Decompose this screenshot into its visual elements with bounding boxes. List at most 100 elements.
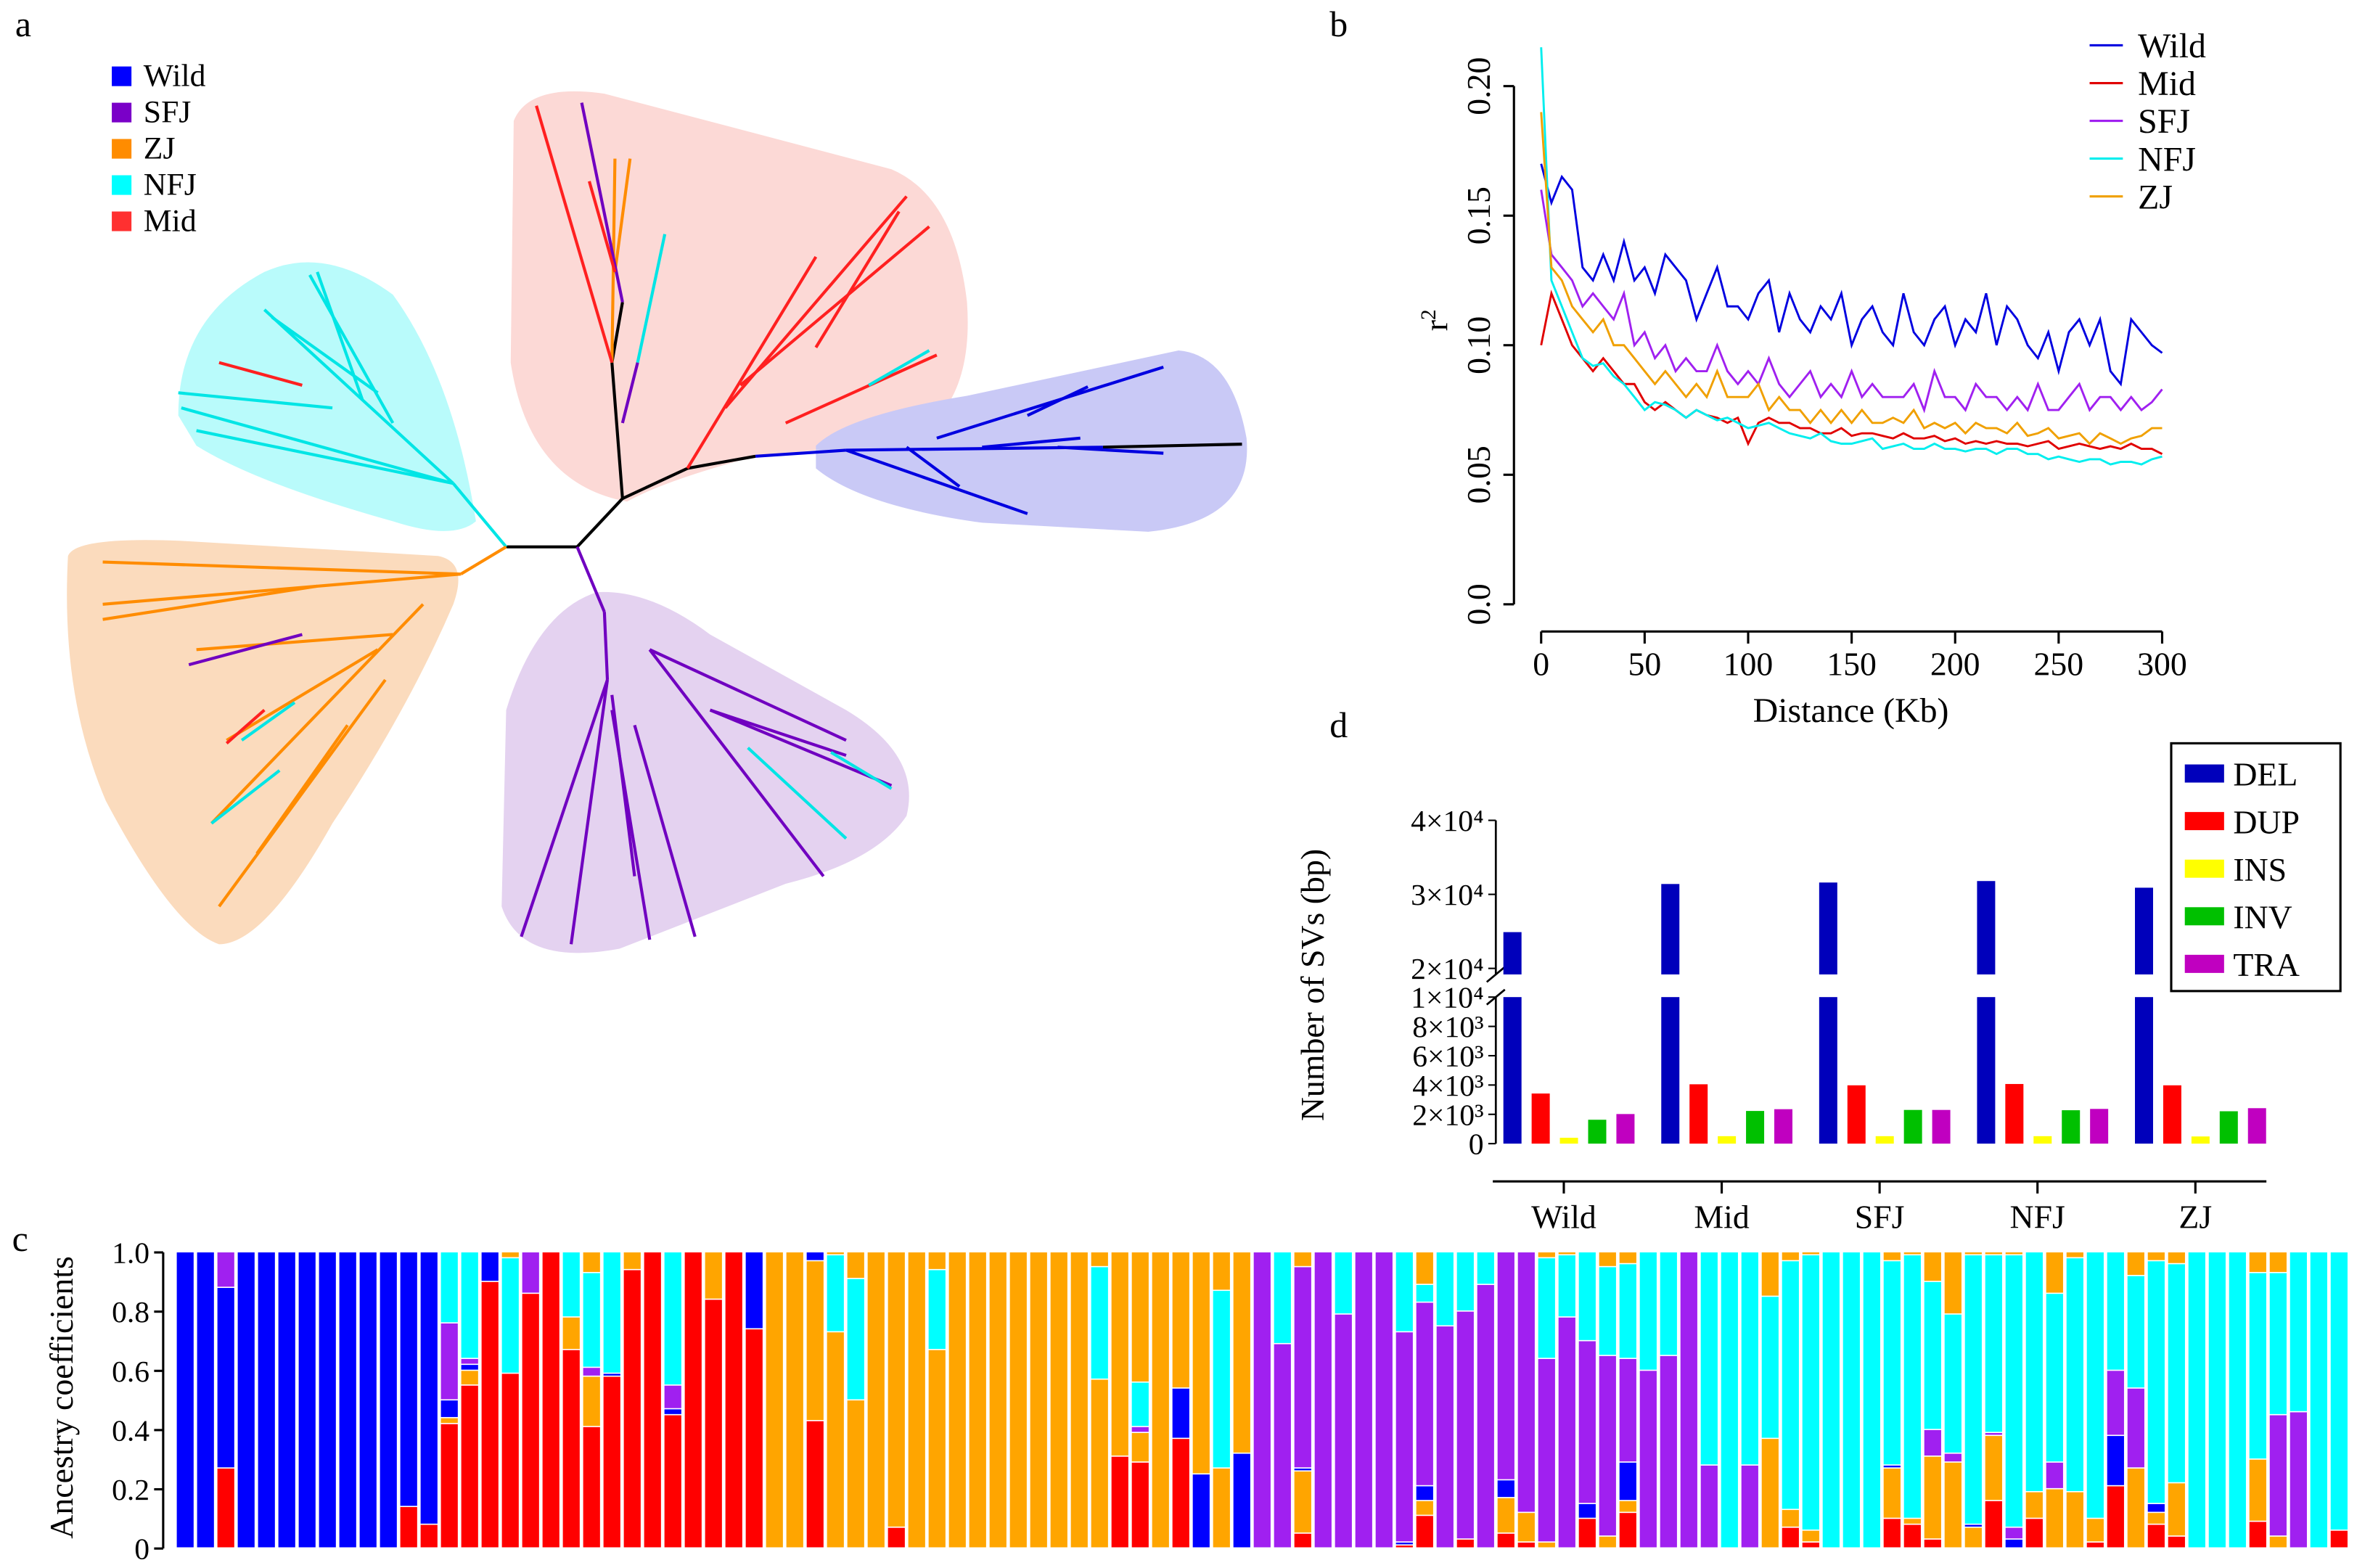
y-tick-label: 0.05 xyxy=(1460,446,1497,504)
ancestry-bar xyxy=(908,1252,925,1548)
ancestry-segment xyxy=(786,1252,803,1548)
tree-branch xyxy=(196,429,454,485)
ancestry-bar xyxy=(1456,1252,1474,1548)
ancestry-segment xyxy=(1964,1524,1982,1527)
bar-dup-mid xyxy=(1689,1084,1708,1144)
ancestry-segment xyxy=(2269,1273,2287,1414)
ancestry-bar xyxy=(583,1252,600,1548)
ancestry-segment xyxy=(176,1252,194,1548)
y-tick-label: 8×10³ xyxy=(1412,1011,1483,1044)
bar-inv-zj xyxy=(2219,1111,2238,1144)
ancestry-segment xyxy=(461,1385,478,1548)
y-axis-label: Number of SVs (bp) xyxy=(1294,849,1331,1121)
ancestry-segment xyxy=(501,1252,519,1257)
ancestry-segment xyxy=(1924,1539,1941,1548)
bar-del-sfj-upper xyxy=(1819,882,1837,974)
tree-branch xyxy=(210,769,281,825)
ancestry-bar xyxy=(461,1252,478,1548)
tree-branch xyxy=(459,545,507,575)
ancestry-segment xyxy=(1558,1255,1575,1317)
ancestry-segment xyxy=(2086,1542,2104,1548)
tree-branch xyxy=(755,448,847,458)
tree-branch xyxy=(210,603,425,825)
ancestry-segment xyxy=(1741,1252,1758,1465)
ancestry-bar xyxy=(2127,1252,2144,1548)
tree-branch xyxy=(602,612,610,681)
ancestry-bar xyxy=(481,1252,499,1548)
ancestry-segment xyxy=(1863,1252,1880,1548)
y-tick-label: 0.8 xyxy=(112,1296,149,1329)
ancestry-segment xyxy=(1416,1252,1433,1284)
ancestry-segment xyxy=(847,1278,864,1400)
ancestry-segment xyxy=(1700,1465,1718,1548)
ancestry-segment xyxy=(2147,1252,2165,1260)
ancestry-segment xyxy=(2249,1252,2266,1272)
y-tick-label: 1.0 xyxy=(112,1237,149,1271)
ancestry-segment xyxy=(1416,1501,1433,1515)
ancestry-segment xyxy=(1599,1355,1616,1536)
ancestry-segment xyxy=(380,1252,397,1548)
ancestry-bar xyxy=(928,1252,946,1548)
bar-dup-sfj xyxy=(1847,1085,1866,1144)
tree-branch xyxy=(271,316,379,395)
ancestry-bar xyxy=(1964,1252,1982,1548)
ancestry-segment xyxy=(1619,1264,1636,1358)
ancestry-segment xyxy=(1456,1539,1474,1548)
legend-swatch xyxy=(2184,859,2224,878)
ancestry-segment xyxy=(1903,1524,1921,1548)
ancestry-segment xyxy=(359,1252,377,1548)
y-tick-label: 1×10⁴ xyxy=(1411,982,1483,1015)
ancestry-segment xyxy=(1660,1252,1677,1355)
ancestry-bar xyxy=(2025,1252,2043,1548)
ancestry-segment xyxy=(664,1409,681,1414)
tree-branch xyxy=(830,751,893,790)
ancestry-segment xyxy=(1944,1462,1962,1548)
ancestry-segment xyxy=(1903,1255,1921,1518)
bar-del-zj-upper xyxy=(2135,887,2153,974)
ancestry-segment xyxy=(1538,1252,1555,1257)
ancestry-segment xyxy=(1131,1462,1149,1548)
tree-branch xyxy=(739,225,930,387)
ancestry-segment xyxy=(2290,1412,2307,1548)
ancestry-bar xyxy=(1741,1252,1758,1548)
ancestry-segment xyxy=(1517,1542,1535,1548)
line-series-mid xyxy=(1540,290,2163,455)
ancestry-segment xyxy=(217,1252,234,1287)
ancestry-segment xyxy=(1802,1542,1819,1548)
bar-inv-wild xyxy=(1588,1120,1607,1144)
ancestry-segment xyxy=(684,1252,702,1548)
ancestry-bar xyxy=(522,1252,539,1548)
ancestry-segment xyxy=(603,1376,620,1548)
ancestry-segment xyxy=(2147,1513,2165,1524)
ancestry-segment xyxy=(644,1252,661,1548)
ancestry-segment xyxy=(481,1252,499,1281)
ancestry-segment xyxy=(562,1350,580,1548)
ancestry-bar xyxy=(1070,1252,1088,1548)
ancestry-segment xyxy=(1111,1456,1128,1548)
x-tick-label: 250 xyxy=(2034,646,2084,683)
ancestry-bar xyxy=(2310,1252,2327,1548)
legend-swatch xyxy=(112,174,132,194)
ancestry-segment xyxy=(664,1415,681,1548)
ancestry-bar xyxy=(705,1252,722,1548)
bar-del-nfj xyxy=(1977,997,1996,1144)
ancestry-segment xyxy=(501,1258,519,1373)
ancestry-bar xyxy=(1030,1252,1047,1548)
tree-branch xyxy=(610,362,624,499)
x-tick-label: NFJ xyxy=(2010,1199,2065,1236)
legend-swatch xyxy=(2184,954,2224,973)
ancestry-segment xyxy=(1741,1465,1758,1548)
ancestry-segment xyxy=(827,1255,844,1331)
ancestry-segment xyxy=(2066,1252,2083,1257)
ancestry-segment xyxy=(1131,1432,1149,1462)
ancestry-segment xyxy=(1131,1427,1149,1432)
ancestry-segment xyxy=(1924,1456,1941,1539)
ancestry-bar xyxy=(827,1252,844,1548)
y-tick-label: 0 xyxy=(134,1533,149,1567)
ancestry-segment xyxy=(725,1252,742,1548)
ancestry-segment xyxy=(400,1252,417,1506)
ancestry-bar xyxy=(1883,1252,1901,1548)
ancestry-segment xyxy=(1172,1439,1189,1548)
ancestry-segment xyxy=(603,1252,620,1373)
legend-label: DEL xyxy=(2233,756,2297,793)
